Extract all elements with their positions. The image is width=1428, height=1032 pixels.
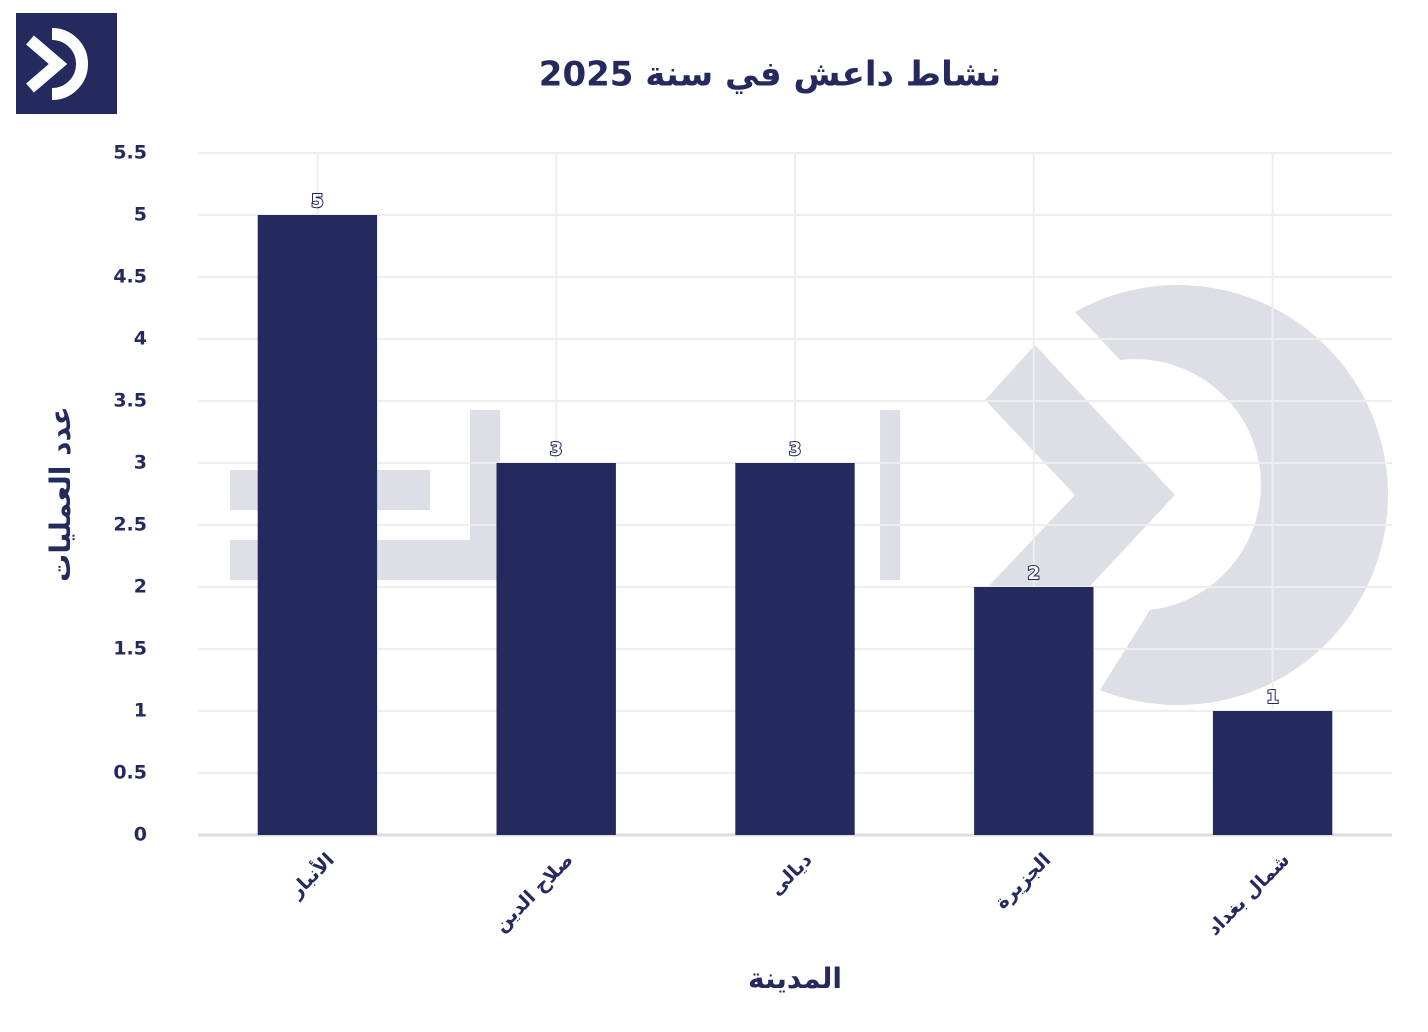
- x-tick-label: ديالى: [765, 849, 816, 900]
- bar: [257, 215, 378, 835]
- x-tick-label: الأنبار: [284, 848, 339, 903]
- y-tick-label: 1: [134, 700, 147, 722]
- y-tick-label: 4: [134, 328, 147, 350]
- x-tick-label: صلاح الدين: [490, 849, 578, 937]
- data-label: 3: [550, 439, 563, 460]
- bar: [1212, 711, 1333, 835]
- y-tick-label: 1.5: [113, 638, 147, 660]
- data-label: 2: [1028, 563, 1041, 584]
- bar: [735, 463, 855, 835]
- x-axis-title: المدينة: [748, 962, 842, 995]
- y-tick-label: 0.5: [113, 762, 147, 784]
- y-tick-label: 5: [134, 204, 147, 226]
- y-tick-label: 2: [134, 576, 147, 598]
- x-tick-label: الجزيرة: [991, 849, 1056, 914]
- y-axis-title: عدد العمليات: [44, 406, 77, 582]
- y-tick-label: 0: [134, 824, 147, 846]
- x-tick-label: شمال بغداد: [1203, 849, 1294, 940]
- bar: [496, 463, 616, 835]
- chart-title: نشاط داعش في سنة 2025: [539, 55, 1001, 95]
- y-tick-label: 5.5: [113, 142, 147, 164]
- y-tick-label: 2.5: [113, 514, 147, 536]
- data-label: 5: [311, 191, 324, 212]
- bar: [974, 587, 1094, 835]
- y-tick-label: 3.5: [113, 390, 147, 412]
- logo: [16, 13, 117, 114]
- y-tick-label: 4.5: [113, 266, 147, 288]
- y-tick-label: 3: [134, 452, 147, 474]
- data-label: 3: [789, 439, 802, 460]
- data-label: 1: [1266, 687, 1279, 708]
